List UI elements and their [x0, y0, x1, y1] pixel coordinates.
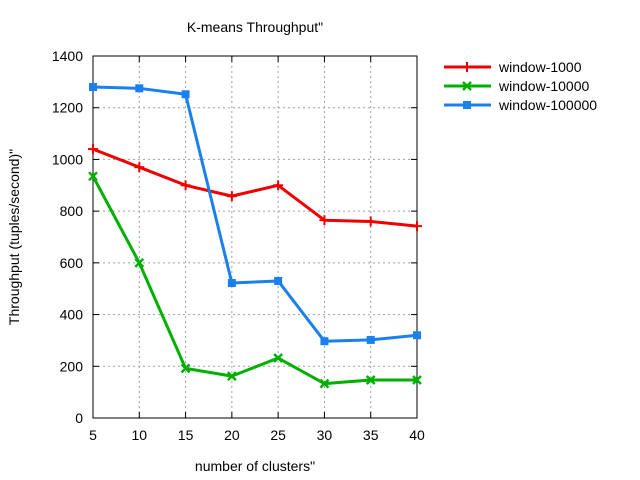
series-window-100000	[89, 83, 421, 346]
data-point-marker	[274, 276, 283, 285]
x-tick-label: 35	[363, 427, 379, 443]
data-point-marker	[413, 331, 421, 340]
data-point-marker	[319, 378, 330, 389]
legend-item: window-100000	[444, 97, 597, 113]
data-point-marker	[273, 353, 284, 363]
data-point-marker	[412, 375, 422, 385]
x-tick-label: 5	[89, 427, 97, 443]
data-point-marker	[134, 257, 145, 268]
y-tick-label: 800	[60, 203, 84, 219]
data-point-marker	[181, 90, 190, 99]
data-point-marker	[226, 371, 237, 381]
y-tick-label: 200	[60, 358, 84, 374]
legend: window-1000 window-10000 window-100000	[444, 59, 597, 113]
series-line	[92, 85, 418, 343]
legend-marker	[462, 81, 472, 91]
series-window-10000	[88, 171, 422, 389]
legend-label: window-10000	[498, 78, 589, 94]
data-point-marker	[134, 162, 145, 173]
legend-label: window-100000	[498, 97, 597, 113]
data-point-marker	[88, 171, 98, 182]
data-point-marker	[180, 363, 191, 374]
data-point-marker	[227, 279, 236, 288]
data-point-marker	[365, 216, 376, 227]
series-line	[92, 147, 418, 228]
chart-title: K-means Throughput"	[187, 19, 323, 35]
data-point-marker	[180, 180, 191, 191]
data-point-marker	[273, 180, 284, 191]
series-group	[88, 83, 422, 389]
data-point-marker	[319, 215, 330, 226]
legend-item: window-10000	[444, 78, 589, 94]
legend-marker	[463, 101, 471, 109]
data-point-marker	[366, 335, 375, 344]
series-line	[91, 175, 417, 386]
series-window-1000	[88, 144, 422, 232]
data-point-marker	[88, 144, 98, 155]
data-point-marker	[135, 84, 144, 93]
data-point-marker	[412, 221, 422, 232]
data-point-marker	[226, 191, 237, 202]
x-tick-label: 20	[224, 427, 240, 443]
legend-item: window-1000	[444, 59, 582, 75]
x-tick-label: 40	[409, 427, 425, 443]
legend-marker	[462, 62, 472, 72]
y-tick-label: 600	[60, 255, 84, 271]
x-tick-label: 25	[270, 427, 286, 443]
y-tick-label: 1000	[52, 151, 83, 167]
y-tick-label: 1400	[52, 48, 83, 64]
x-tick-label: 30	[317, 427, 333, 443]
data-point-marker	[320, 337, 329, 346]
y-tick-label: 0	[75, 410, 83, 426]
data-point-marker	[365, 375, 376, 385]
y-axis-label: Throughput (tuples/second)"	[6, 149, 22, 325]
data-point-marker	[89, 83, 97, 92]
x-tick-label: 15	[178, 427, 194, 443]
legend-label: window-1000	[498, 59, 582, 75]
x-tick-label: 10	[131, 427, 147, 443]
plot-frame	[92, 55, 418, 419]
y-tick-label: 1200	[52, 100, 83, 116]
y-tick-label: 400	[60, 307, 84, 323]
grid-lines	[93, 56, 417, 418]
x-axis-label: number of clusters"	[195, 458, 315, 474]
